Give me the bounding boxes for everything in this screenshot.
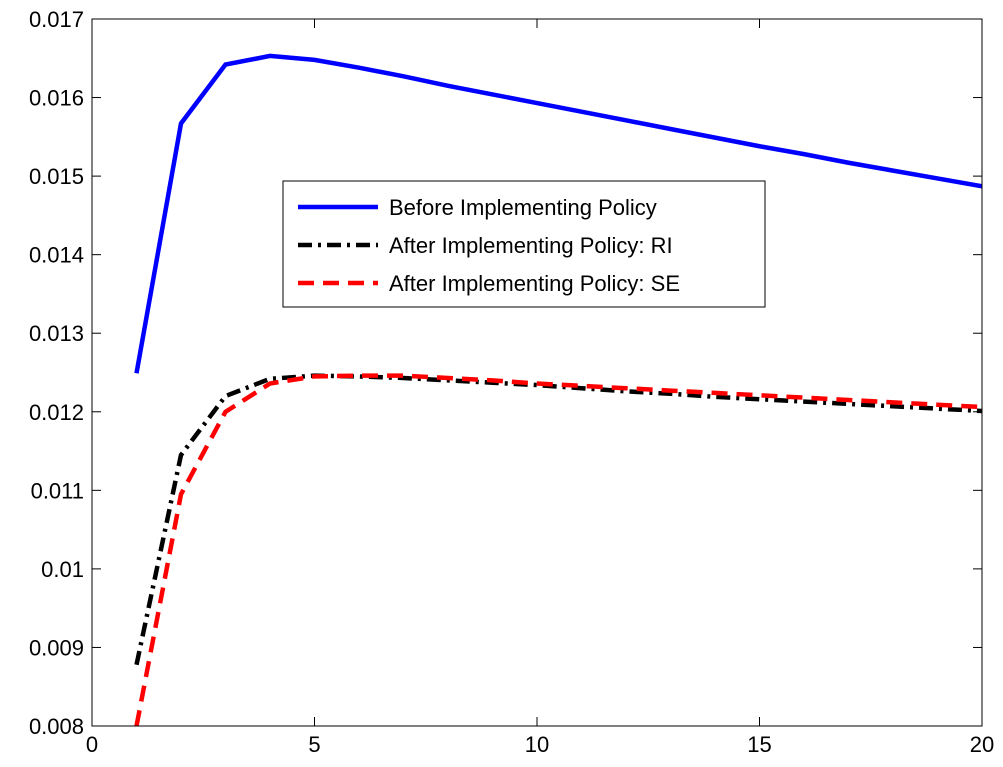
y-tick-label: 0.011	[31, 478, 84, 503]
y-tick-label: 0.015	[29, 164, 84, 189]
legend: Before Implementing Policy After Implemen…	[282, 180, 766, 308]
y-tick-label: 0.013	[29, 321, 84, 346]
y-tick-label: 0.016	[29, 86, 84, 111]
x-tick-label: 0	[86, 732, 98, 757]
x-tick-label: 10	[525, 732, 549, 757]
y-tick-label: 0.009	[29, 635, 84, 660]
x-tick-label: 20	[970, 732, 994, 757]
y-tick-label: 0.01	[41, 557, 84, 582]
series-layer	[134, 53, 982, 726]
series-line-3	[134, 373, 982, 726]
plot-frame	[91, 18, 983, 727]
series-line-2	[134, 373, 982, 666]
x-tick-label: 5	[308, 732, 320, 757]
axis-layer: 0 5 10 15 20 0.008 0.009 0.01 0.011 0.012 0.013 0.0…	[29, 7, 994, 757]
series-line-1	[134, 53, 982, 374]
y-tick-label: 0.008	[29, 714, 84, 739]
legend-label-2: After Implementing Policy: RI	[389, 233, 673, 258]
legend-label-3: After Implementing Policy: SE	[389, 271, 680, 296]
y-tick-label: 0.017	[29, 7, 84, 32]
y-tick-label: 0.014	[29, 243, 84, 268]
x-tick-label: 15	[747, 732, 771, 757]
y-tick-label: 0.012	[29, 400, 84, 425]
legend-label-1: Before Implementing Policy	[389, 195, 657, 220]
